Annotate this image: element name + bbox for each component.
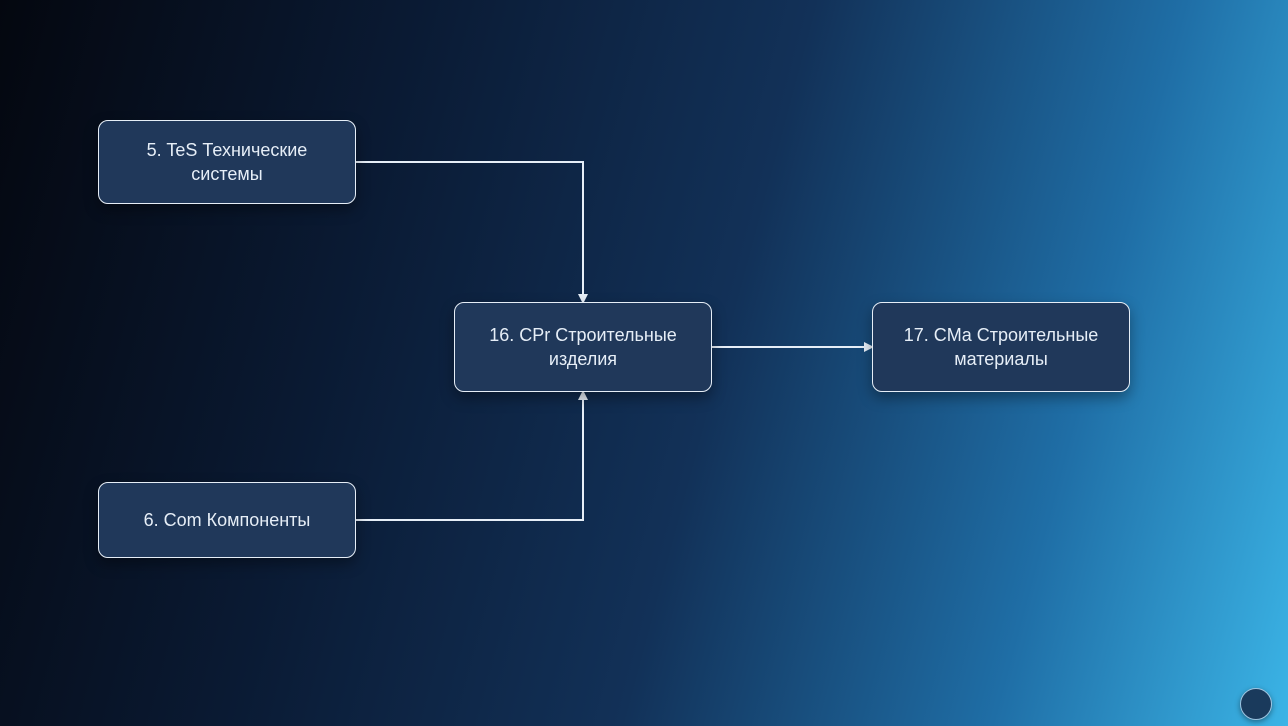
logo-badge [1240,688,1272,720]
node-n6: 6. Com Компоненты [98,482,356,558]
edge-n6-n16 [356,392,583,520]
node-n16: 16. CPr Строительные изделия [454,302,712,392]
node-n5: 5. TeS Технические системы [98,120,356,204]
node-label: 16. CPr Строительные изделия [469,323,697,372]
node-n17: 17. CMa Строительные материалы [872,302,1130,392]
node-label: 5. TeS Технические системы [113,138,341,187]
edge-n5-n16 [356,162,583,302]
node-label: 17. CMa Строительные материалы [887,323,1115,372]
node-label: 6. Com Компоненты [144,508,311,532]
diagram-canvas: 5. TeS Технические системы 6. Com Компоне… [0,0,1288,726]
